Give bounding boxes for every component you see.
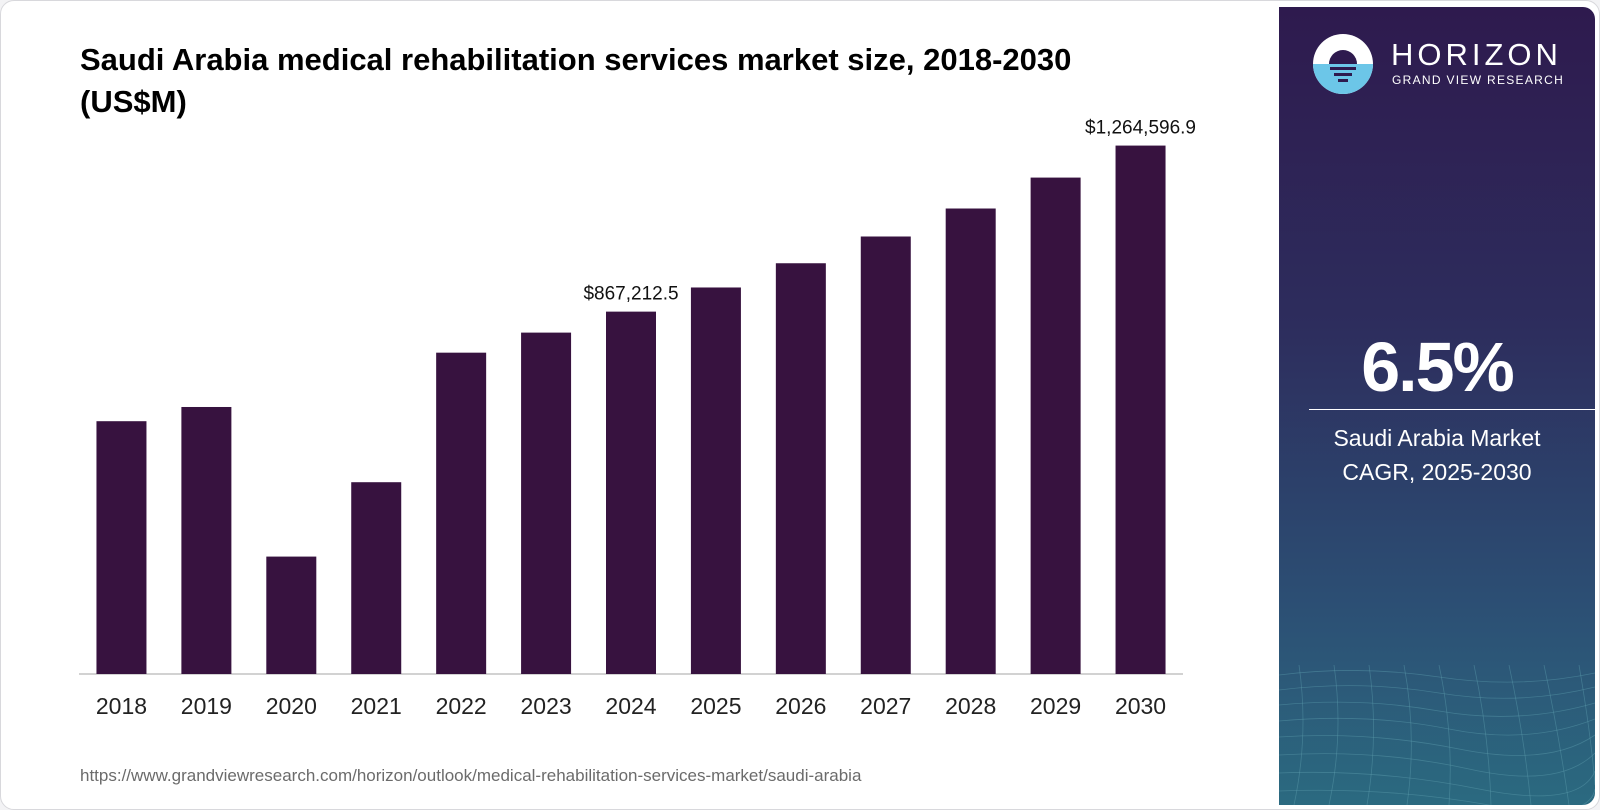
bar-2023 — [521, 332, 572, 674]
x-tick-label-2018: 2018 — [96, 693, 147, 719]
cagr-value: 6.5% — [1361, 328, 1515, 406]
x-tick-label-2026: 2026 — [775, 693, 826, 719]
x-tick-label-2022: 2022 — [436, 693, 487, 719]
bar-2024 — [606, 311, 656, 674]
divider — [1309, 409, 1595, 410]
x-tick-label-2019: 2019 — [181, 693, 232, 719]
brand-subtitle: GRAND VIEW RESEARCH — [1392, 73, 1565, 87]
bar-2022 — [436, 352, 487, 674]
x-tick-label-2023: 2023 — [520, 693, 571, 719]
x-tick-label-2021: 2021 — [351, 693, 402, 719]
brand-name: HORIZON — [1391, 37, 1562, 72]
data-label-2030: $1,264,596.9 — [1085, 118, 1196, 139]
bar-2027 — [860, 236, 911, 674]
x-tick-label-2028: 2028 — [945, 693, 996, 719]
bar-2020 — [266, 556, 317, 674]
x-tick-label-2030: 2030 — [1115, 693, 1166, 719]
bar-chart: 2018 2019 2020 2021 2022 2023 2024 $867,212.5 20… — [79, 118, 1196, 719]
bar-2025 — [690, 287, 741, 674]
cagr-label-line2: CAGR, 2025-2030 — [1342, 459, 1532, 485]
data-label-2024: $867,212.5 — [583, 284, 678, 305]
cagr-label: Saudi Arabia Market CAGR, 2025-2030 — [1279, 421, 1595, 489]
cagr-label-line1: Saudi Arabia Market — [1333, 425, 1541, 451]
bar-2019 — [181, 406, 232, 674]
chart-title: Saudi Arabia medical rehabilitation serv… — [80, 42, 1072, 119]
bar-2018 — [96, 421, 147, 674]
horizon-sidebar: HORIZON GRAND VIEW RESEARCH 6.5% Saudi A… — [1279, 7, 1595, 805]
bar-2028 — [945, 208, 996, 674]
bar-2029 — [1030, 177, 1081, 675]
x-tick-label-2025: 2025 — [690, 693, 741, 719]
bar-2026 — [775, 263, 826, 674]
bar-2030 — [1115, 145, 1166, 674]
x-tick-label-2020: 2020 — [266, 693, 317, 719]
horizon-logo-icon — [1313, 34, 1373, 94]
wave-pattern-decoration — [1279, 665, 1595, 805]
x-tick-label-2027: 2027 — [860, 693, 911, 719]
x-tick-label-2029: 2029 — [1030, 693, 1081, 719]
bar-2021 — [351, 482, 402, 674]
source-link[interactable]: https://www.grandviewresearch.com/horizo… — [80, 766, 862, 785]
x-tick-label-2024: 2024 — [605, 693, 656, 719]
